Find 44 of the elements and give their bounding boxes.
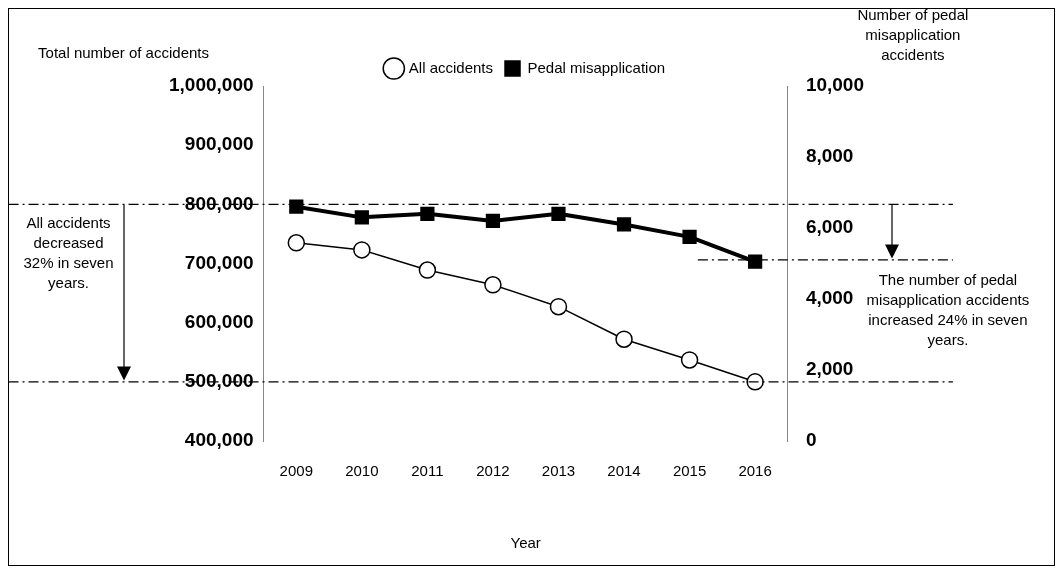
legend-label: Pedal misapplication <box>527 58 666 76</box>
x-tick-label: 2011 <box>411 462 444 480</box>
x-axis-title: Year <box>510 534 541 552</box>
y-tick-label: 600,000 <box>184 310 254 332</box>
point <box>746 373 764 391</box>
y2-tick-label: 6,000 <box>805 216 854 238</box>
legend-label: All accidents <box>408 58 494 76</box>
y2-axis-title: Number of pedal misapplication accidents <box>857 6 969 64</box>
y-tick-label: 400,000 <box>184 429 254 451</box>
y2-tick-label: 10,000 <box>805 74 865 96</box>
point <box>615 330 633 348</box>
point <box>485 213 501 229</box>
y2-tick-label: 0 <box>805 429 817 451</box>
y2-tick-label: 2,000 <box>805 358 854 380</box>
x-tick-label: 2016 <box>738 462 772 480</box>
x-tick-label: 2013 <box>541 462 576 480</box>
point <box>748 254 763 269</box>
y-tick-label: 900,000 <box>184 133 254 155</box>
point <box>353 241 371 259</box>
point <box>289 199 304 214</box>
point <box>682 229 697 244</box>
point <box>354 210 369 225</box>
y-tick-label: 500,000 <box>184 370 254 392</box>
x-tick-label: 2014 <box>607 462 641 480</box>
point <box>420 206 435 221</box>
point <box>680 351 699 369</box>
x-tick-label: 2010 <box>345 462 379 480</box>
y-tick-label: 700,000 <box>184 251 254 273</box>
x-tick-label: 2012 <box>476 462 510 480</box>
point <box>287 234 306 252</box>
y2-tick-label: 8,000 <box>805 145 854 167</box>
point <box>484 276 502 294</box>
text: The number of pedal misapplication accidents increased 24% in seven years. <box>866 270 1030 348</box>
y-axis-title: Total number of accidents <box>38 44 209 62</box>
point <box>616 217 632 232</box>
y2-tick-label: 4,000 <box>805 287 854 309</box>
x-tick-label: 2009 <box>279 462 313 480</box>
point <box>418 261 437 279</box>
y-tick-label: 1,000,000 <box>168 74 254 96</box>
point <box>549 297 568 316</box>
text: All accidents decreased 32% in seven years. <box>23 213 114 291</box>
y-tick-label: 800,000 <box>184 192 254 214</box>
point <box>551 206 566 221</box>
x-tick-label: 2015 <box>672 462 707 480</box>
